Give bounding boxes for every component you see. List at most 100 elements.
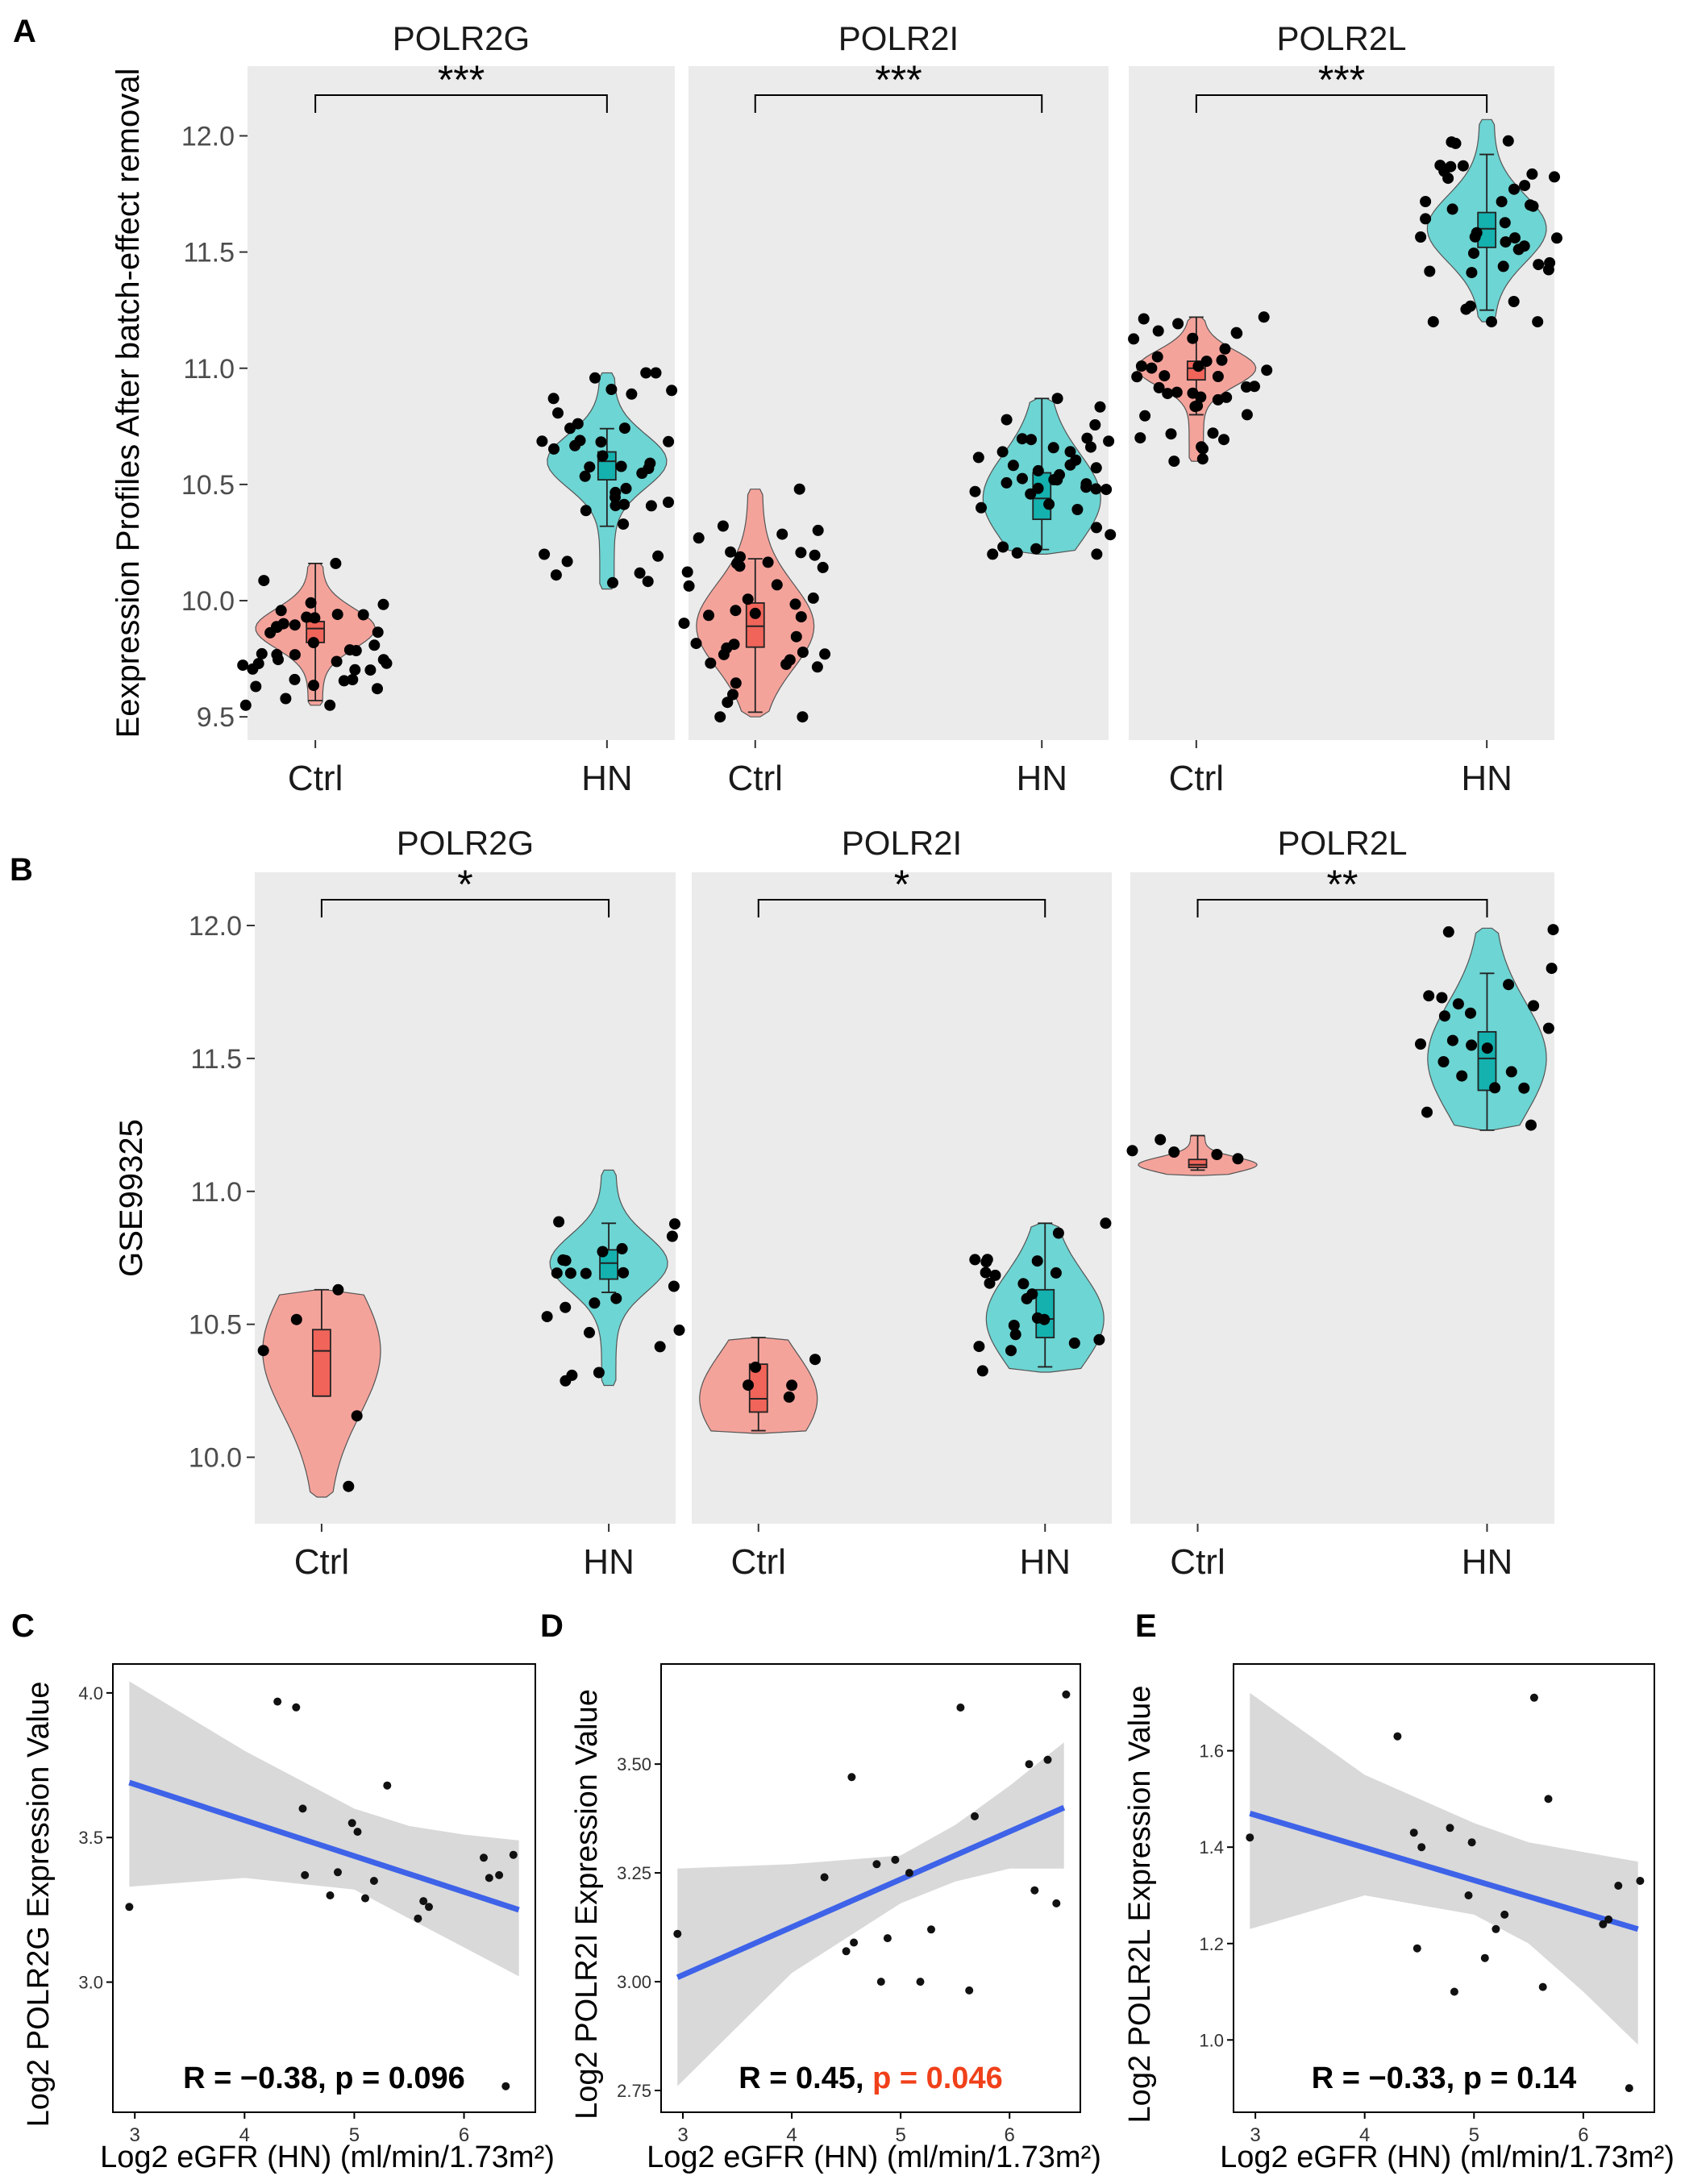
- e-y-tick-label: 1.4: [1199, 1837, 1224, 1857]
- b-data-point: [257, 1345, 269, 1357]
- a-data-point: [1152, 325, 1164, 337]
- a-data-point: [650, 367, 662, 379]
- d-confidence-band: [677, 1742, 1064, 2086]
- c-data-point: [334, 1868, 342, 1877]
- b-data-point: [1026, 1288, 1038, 1300]
- a-data-point: [1544, 257, 1556, 268]
- a-data-point: [742, 593, 754, 605]
- b-data-point: [654, 1341, 666, 1353]
- a-data-point: [1471, 227, 1483, 239]
- c-data-point: [292, 1703, 301, 1712]
- a-data-point: [1258, 311, 1270, 323]
- a-data-point: [1171, 386, 1183, 398]
- e-y-tick-label: 1.2: [1199, 1934, 1224, 1954]
- a-y-tick-label: 10.0: [181, 586, 235, 617]
- a-data-point: [1207, 427, 1219, 439]
- c-data-point: [369, 1877, 378, 1885]
- a-data-point: [797, 647, 809, 658]
- d-data-point: [965, 1986, 974, 1995]
- b-data-point: [593, 1367, 605, 1379]
- b-x-tick-label: HN: [1019, 1542, 1071, 1582]
- d-data-point: [847, 1773, 856, 1782]
- b-data-point: [1009, 1329, 1021, 1341]
- a-data-point: [1138, 313, 1150, 325]
- e-data-point: [1417, 1843, 1426, 1852]
- a-data-point: [811, 661, 823, 673]
- e-data-point: [1636, 1877, 1645, 1885]
- a-data-point: [1508, 183, 1520, 195]
- a-data-point: [807, 592, 819, 604]
- a-data-point: [1508, 296, 1520, 307]
- a-data-point: [1105, 529, 1117, 541]
- b-box: [599, 1249, 618, 1280]
- a-data-point: [584, 461, 596, 473]
- a-data-point: [548, 443, 560, 455]
- b-significance-stars: *: [894, 862, 909, 907]
- a-data-point: [1509, 232, 1521, 244]
- e-data-point: [1625, 2084, 1633, 2093]
- d-stat-annotation: R = 0.45, p = 0.046: [738, 2061, 1002, 2095]
- c-stat-r: R = −0.38,: [183, 2061, 335, 2095]
- e-y-tick-label: 1.0: [1199, 2030, 1224, 2050]
- b-data-point: [1068, 1337, 1080, 1349]
- b-y-tick-label: 11.0: [190, 1177, 242, 1208]
- a-data-point: [762, 556, 774, 568]
- a-data-point: [1420, 213, 1432, 225]
- a-data-point: [643, 463, 655, 474]
- d-data-point: [820, 1873, 829, 1882]
- c-data-point: [480, 1853, 488, 1862]
- b-data-point: [616, 1242, 628, 1254]
- b-data-point: [1546, 963, 1558, 975]
- b-data-point: [564, 1267, 576, 1279]
- a-data-point: [1551, 232, 1562, 244]
- b-data-point: [1005, 1345, 1017, 1357]
- a-data-point: [1499, 217, 1511, 229]
- e-data-point: [1409, 1828, 1418, 1837]
- a-data-point: [1466, 267, 1478, 279]
- b-y-axis-label: GSE99325: [114, 1119, 149, 1277]
- b-x-tick-label: HN: [583, 1542, 634, 1582]
- b-data-point: [557, 1254, 569, 1266]
- e-data-point: [1412, 1944, 1421, 1953]
- a-data-point: [1249, 381, 1260, 393]
- d-data-point: [1043, 1755, 1052, 1764]
- a-x-tick-label: HN: [1016, 759, 1067, 798]
- a-data-point: [681, 566, 693, 578]
- b-facet-title: POLR2G: [397, 824, 534, 862]
- b-data-point: [1503, 979, 1515, 991]
- a-data-point: [305, 597, 317, 609]
- a-data-point: [1532, 316, 1544, 328]
- b-data-point: [1415, 1038, 1426, 1050]
- a-data-point: [1051, 474, 1063, 486]
- b-data-point: [1423, 990, 1435, 1002]
- e-data-point: [1599, 1920, 1608, 1928]
- d-stat-r: R = 0.45,: [738, 2061, 872, 2095]
- b-data-point: [1093, 1333, 1105, 1346]
- c-x-axis-label: Log2 eGFR (HN) (ml/min/1.73m²): [100, 2140, 555, 2174]
- a-data-point: [331, 655, 343, 668]
- a-data-point: [1231, 327, 1243, 339]
- b-facet-title: POLR2L: [1277, 824, 1407, 862]
- a-data-point: [1103, 435, 1115, 447]
- a-data-point: [1486, 316, 1497, 328]
- c-data-point: [501, 2082, 510, 2090]
- a-data-point: [1200, 356, 1213, 368]
- a-data-point: [730, 677, 742, 689]
- d-data-point: [883, 1934, 892, 1943]
- c-data-point: [419, 1897, 428, 1906]
- d-x-tick-label: 3: [677, 2124, 688, 2146]
- d-x-tick-label: 4: [786, 2124, 797, 2146]
- b-y-tick-label: 10.5: [189, 1310, 242, 1341]
- d-data-point: [673, 1929, 682, 1938]
- a-data-point: [289, 649, 301, 661]
- a-data-point: [1512, 243, 1525, 256]
- a-data-point: [280, 693, 292, 705]
- d-x-tick-label: 6: [1005, 2124, 1015, 2146]
- e-data-point: [1614, 1882, 1623, 1890]
- b-data-point: [669, 1218, 680, 1230]
- e-data-point: [1464, 1891, 1473, 1899]
- a-significance-bracket: [754, 94, 1043, 113]
- e-data-point: [1450, 1987, 1458, 1996]
- a-data-point: [372, 683, 383, 695]
